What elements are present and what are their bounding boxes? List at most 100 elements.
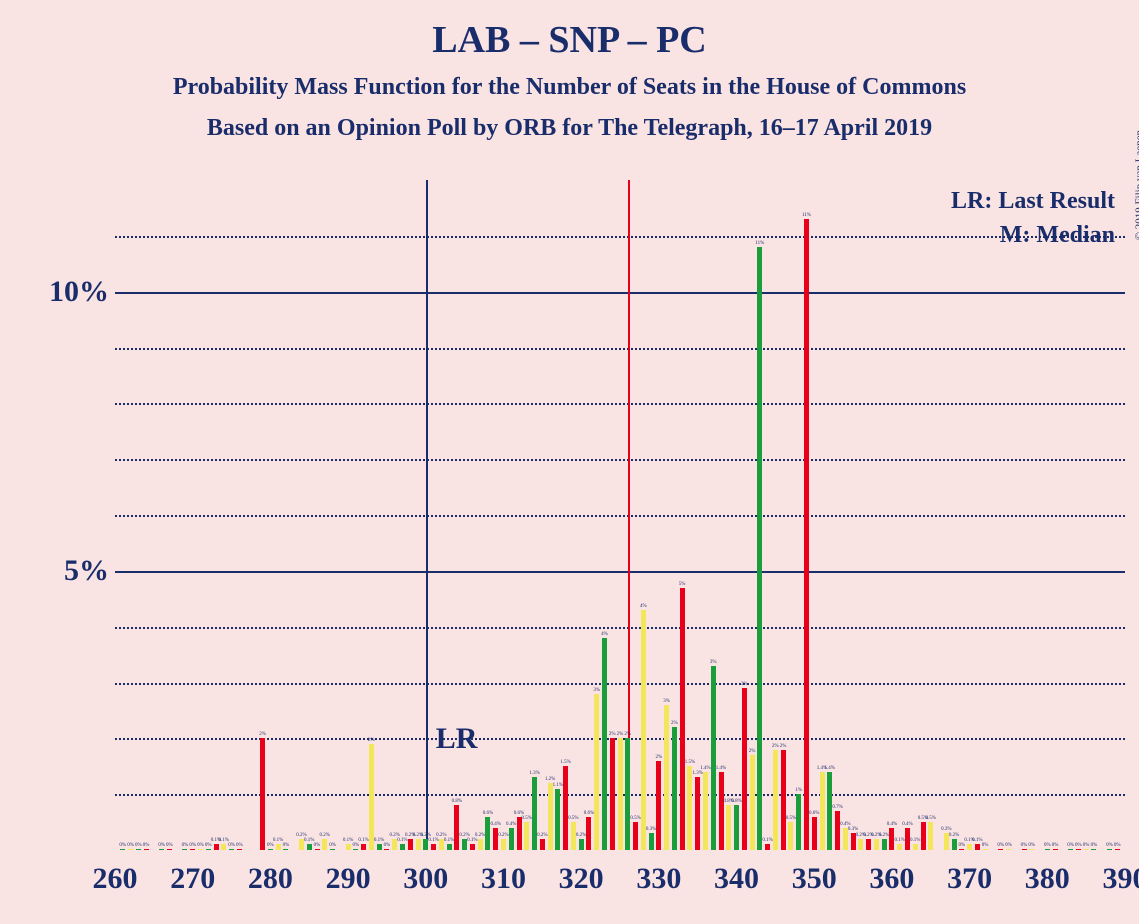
bar-value-label: 0% <box>228 843 235 848</box>
bar <box>214 844 219 850</box>
bar <box>656 761 661 850</box>
bar <box>237 849 242 850</box>
bar <box>641 610 646 850</box>
bar-value-label: 0% <box>283 843 290 848</box>
x-tick-label: 300 <box>403 862 448 896</box>
bar <box>1068 849 1073 850</box>
bar-value-label: 0% <box>1005 843 1012 848</box>
bar <box>1107 849 1112 850</box>
bar <box>361 844 366 850</box>
bar-value-label: 0.5% <box>630 816 640 821</box>
bar <box>276 844 281 850</box>
bar-value-label: 11% <box>755 241 764 246</box>
grid-minor <box>115 348 1125 350</box>
bar <box>1029 849 1034 850</box>
bar-value-label: 0% <box>1021 843 1028 848</box>
bar-value-label: 0.4% <box>887 822 897 827</box>
bar <box>711 666 716 850</box>
bar <box>602 638 607 850</box>
bar-value-label: 1.5% <box>560 760 570 765</box>
bar <box>664 705 669 850</box>
bar <box>283 849 288 850</box>
bar <box>1053 849 1058 850</box>
bar <box>1084 849 1089 850</box>
bar <box>952 839 957 850</box>
bar-value-label: 2% <box>617 732 624 737</box>
bar-value-label: 0% <box>1028 843 1035 848</box>
bar <box>517 817 522 851</box>
bar-value-label: 0.6% <box>584 811 594 816</box>
bar <box>618 738 623 850</box>
bar <box>369 744 374 850</box>
bar-value-label: 0.1% <box>428 838 438 843</box>
bar-value-label: 0.2% <box>459 833 469 838</box>
x-tick-label: 290 <box>326 862 371 896</box>
bar-value-label: 2% <box>259 732 266 737</box>
bar <box>501 839 506 850</box>
x-tick-label: 350 <box>792 862 837 896</box>
bar <box>625 738 630 850</box>
bar-value-label: 2% <box>772 744 779 749</box>
bar-value-label: 0.2% <box>389 833 399 838</box>
bar <box>726 805 731 850</box>
grid-minor <box>115 683 1125 685</box>
bar <box>221 844 226 850</box>
bar-value-label: 3% <box>663 699 670 704</box>
bar <box>742 688 747 850</box>
bar-value-label: 0.2% <box>436 833 446 838</box>
bar <box>563 766 568 850</box>
bar <box>346 844 351 850</box>
bar <box>190 849 195 850</box>
bar-value-label: 0.3% <box>848 827 858 832</box>
bar <box>182 849 187 850</box>
bar-value-label: 0% <box>982 843 989 848</box>
bar <box>765 844 770 850</box>
bar-value-label: 0.2% <box>576 833 586 838</box>
bar-value-label: 0.8% <box>452 799 462 804</box>
bar-value-label: 0% <box>205 843 212 848</box>
bar-value-label: 2% <box>624 732 631 737</box>
bar-value-label: 0.3% <box>941 827 951 832</box>
bar <box>198 849 203 850</box>
bar <box>1045 849 1050 850</box>
bar-value-label: 11% <box>802 213 811 218</box>
bar <box>773 750 778 851</box>
bar-value-label: 0.6% <box>514 811 524 816</box>
bar-value-label: 0% <box>997 843 1004 848</box>
bar-value-label: 0% <box>314 843 321 848</box>
bar-value-label: 0.1% <box>467 838 477 843</box>
bar-value-label: 4% <box>601 632 608 637</box>
chart-subtitle-2: Based on an Opinion Poll by ORB for The … <box>0 115 1139 142</box>
bar <box>1076 849 1081 850</box>
bar-value-label: 3% <box>710 660 717 665</box>
bar-value-label: 0.5% <box>522 816 532 821</box>
grid-major <box>115 571 1125 573</box>
bar-value-label: 0.2% <box>320 833 330 838</box>
bar-value-label: 0.6% <box>809 811 819 816</box>
bar-value-label: 0.5% <box>568 816 578 821</box>
bar-value-label: 0% <box>135 843 142 848</box>
bar-value-label: 0% <box>119 843 126 848</box>
bar-value-label: 0.5% <box>786 816 796 821</box>
x-tick-label: 260 <box>93 862 138 896</box>
bar-value-label: 0% <box>1083 843 1090 848</box>
grid-minor <box>115 627 1125 629</box>
bar <box>866 839 871 850</box>
bar <box>804 219 809 850</box>
bar <box>524 822 529 850</box>
x-tick-label: 390 <box>1103 862 1139 896</box>
bar <box>897 844 902 850</box>
bar-value-label: 1.4% <box>716 766 726 771</box>
bar <box>260 738 265 850</box>
bar <box>757 247 762 850</box>
bar <box>470 844 475 850</box>
bar-value-label: 1.4% <box>700 766 710 771</box>
bar <box>983 849 988 850</box>
bar <box>447 844 452 850</box>
bar <box>781 750 786 851</box>
bar <box>268 849 273 850</box>
bar <box>315 849 320 850</box>
bar <box>649 833 654 850</box>
bar-value-label: 2% <box>609 732 616 737</box>
bar-value-label: 0% <box>1106 843 1113 848</box>
